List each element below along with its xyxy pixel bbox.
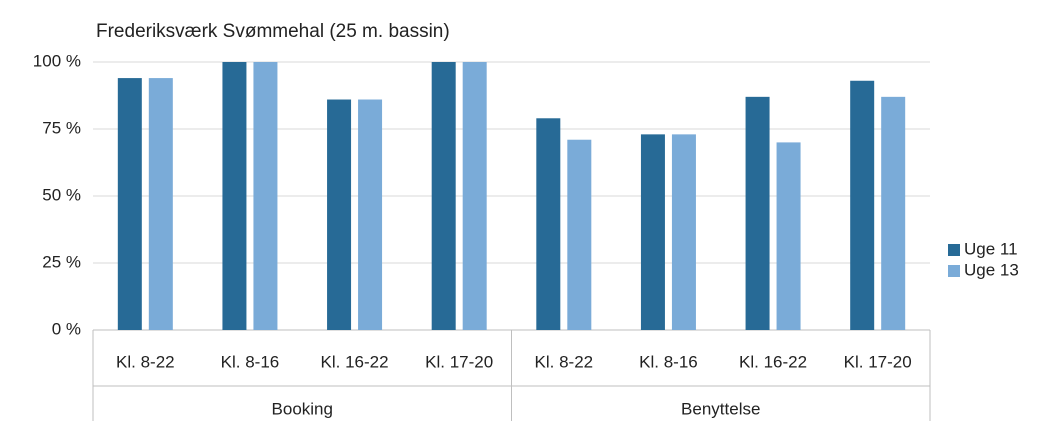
legend-swatch — [948, 265, 960, 277]
y-tick-label: 50 % — [42, 185, 81, 204]
bar — [776, 142, 801, 330]
bar — [745, 96, 770, 330]
bar — [253, 62, 278, 330]
y-tick-label: 0 % — [52, 319, 81, 338]
bar — [148, 78, 173, 330]
y-tick-label: 100 % — [33, 51, 81, 70]
bar — [222, 62, 247, 330]
bar — [536, 118, 561, 330]
legend-label: Uge 11 — [964, 239, 1018, 258]
group-label: Benyttelse — [681, 399, 760, 418]
x-tick-label: Kl. 16-22 — [321, 352, 389, 371]
x-tick-label: Kl. 8-22 — [535, 352, 594, 371]
legend-label: Uge 13 — [964, 260, 1019, 279]
y-tick-label: 25 % — [42, 252, 81, 271]
x-tick-label: Kl. 17-20 — [844, 352, 912, 371]
bar — [117, 78, 142, 330]
bar — [358, 99, 383, 331]
legend-swatch — [948, 244, 960, 256]
bar — [462, 62, 487, 330]
bar — [327, 99, 352, 331]
bar — [640, 134, 665, 330]
x-tick-label: Kl. 8-22 — [116, 352, 175, 371]
bar — [431, 62, 456, 330]
x-tick-label: Kl. 8-16 — [639, 352, 698, 371]
y-tick-label: 75 % — [42, 118, 81, 137]
chart-title: Frederiksværk Svømmehal (25 m. bassin) — [96, 21, 450, 42]
x-tick-label: Kl. 17-20 — [425, 352, 493, 371]
group-label: Booking — [272, 399, 333, 418]
x-tick-label: Kl. 16-22 — [739, 352, 807, 371]
bar — [881, 96, 906, 330]
bar — [671, 134, 696, 330]
x-tick-label: Kl. 8-16 — [221, 352, 280, 371]
bar — [850, 80, 875, 330]
bar — [567, 139, 592, 330]
